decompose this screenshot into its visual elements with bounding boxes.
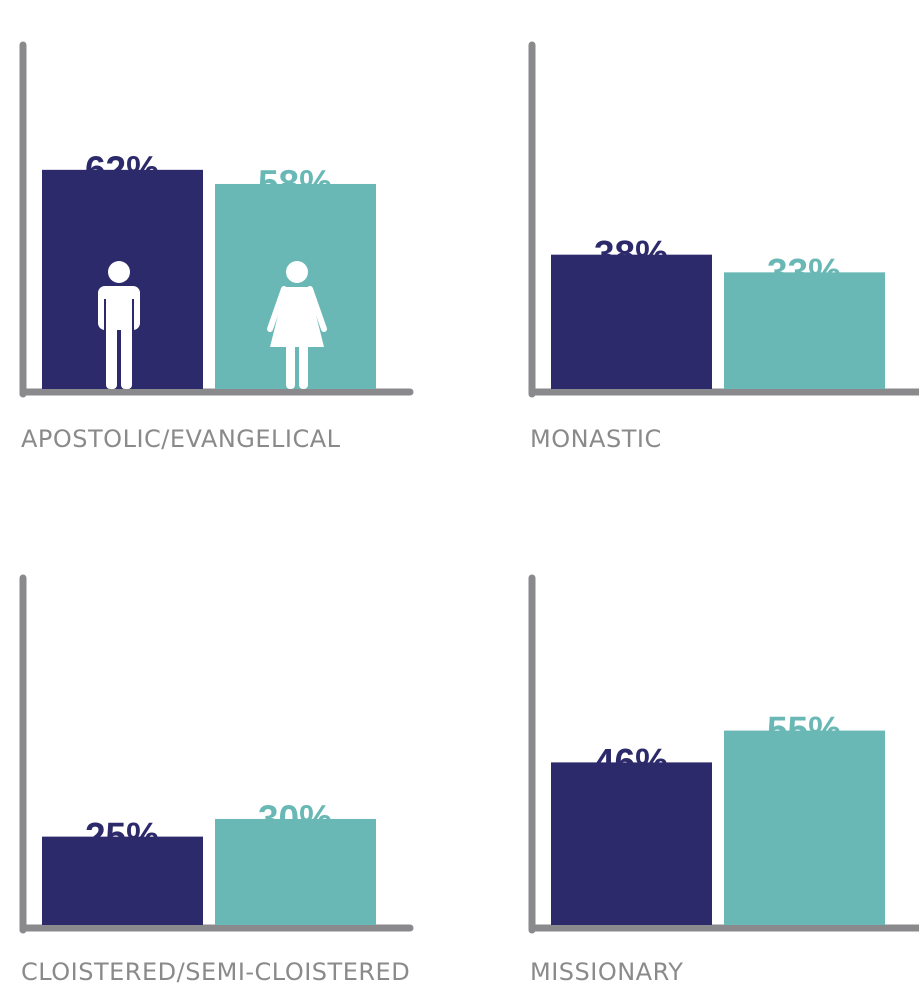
data-label: 30% — [258, 798, 332, 839]
chart-panel: 38% 33% MONASTIC — [528, 41, 919, 453]
bar — [215, 183, 376, 389]
category-label: APOSTOLIC/EVANGELICAL — [21, 425, 341, 453]
data-label: 55% — [767, 710, 841, 751]
data-label: 33% — [767, 251, 841, 292]
chart-panel: 25% 30% CLOISTERED/SEMI-CLOISTERED — [19, 574, 414, 986]
data-label: 38% — [594, 234, 668, 275]
chart-panel: 62% 58% APOSTOLIC/EVANGELICAL — [19, 41, 414, 453]
bar — [42, 836, 203, 925]
data-label: 62% — [85, 149, 159, 190]
bar — [551, 762, 712, 925]
woman-icon — [267, 261, 327, 389]
bar — [724, 272, 885, 389]
category-label: CLOISTERED/SEMI-CLOISTERED — [21, 958, 410, 986]
category-label: MISSIONARY — [530, 958, 683, 986]
chart-panel: 46% 55% MISSIONARY — [528, 574, 919, 986]
bar — [551, 254, 712, 389]
bar — [724, 730, 885, 925]
data-label: 46% — [594, 741, 668, 782]
data-label: 58% — [258, 163, 332, 204]
man-icon — [98, 261, 140, 389]
category-label: MONASTIC — [530, 425, 662, 453]
bar — [215, 818, 376, 925]
data-label: 25% — [85, 816, 159, 857]
